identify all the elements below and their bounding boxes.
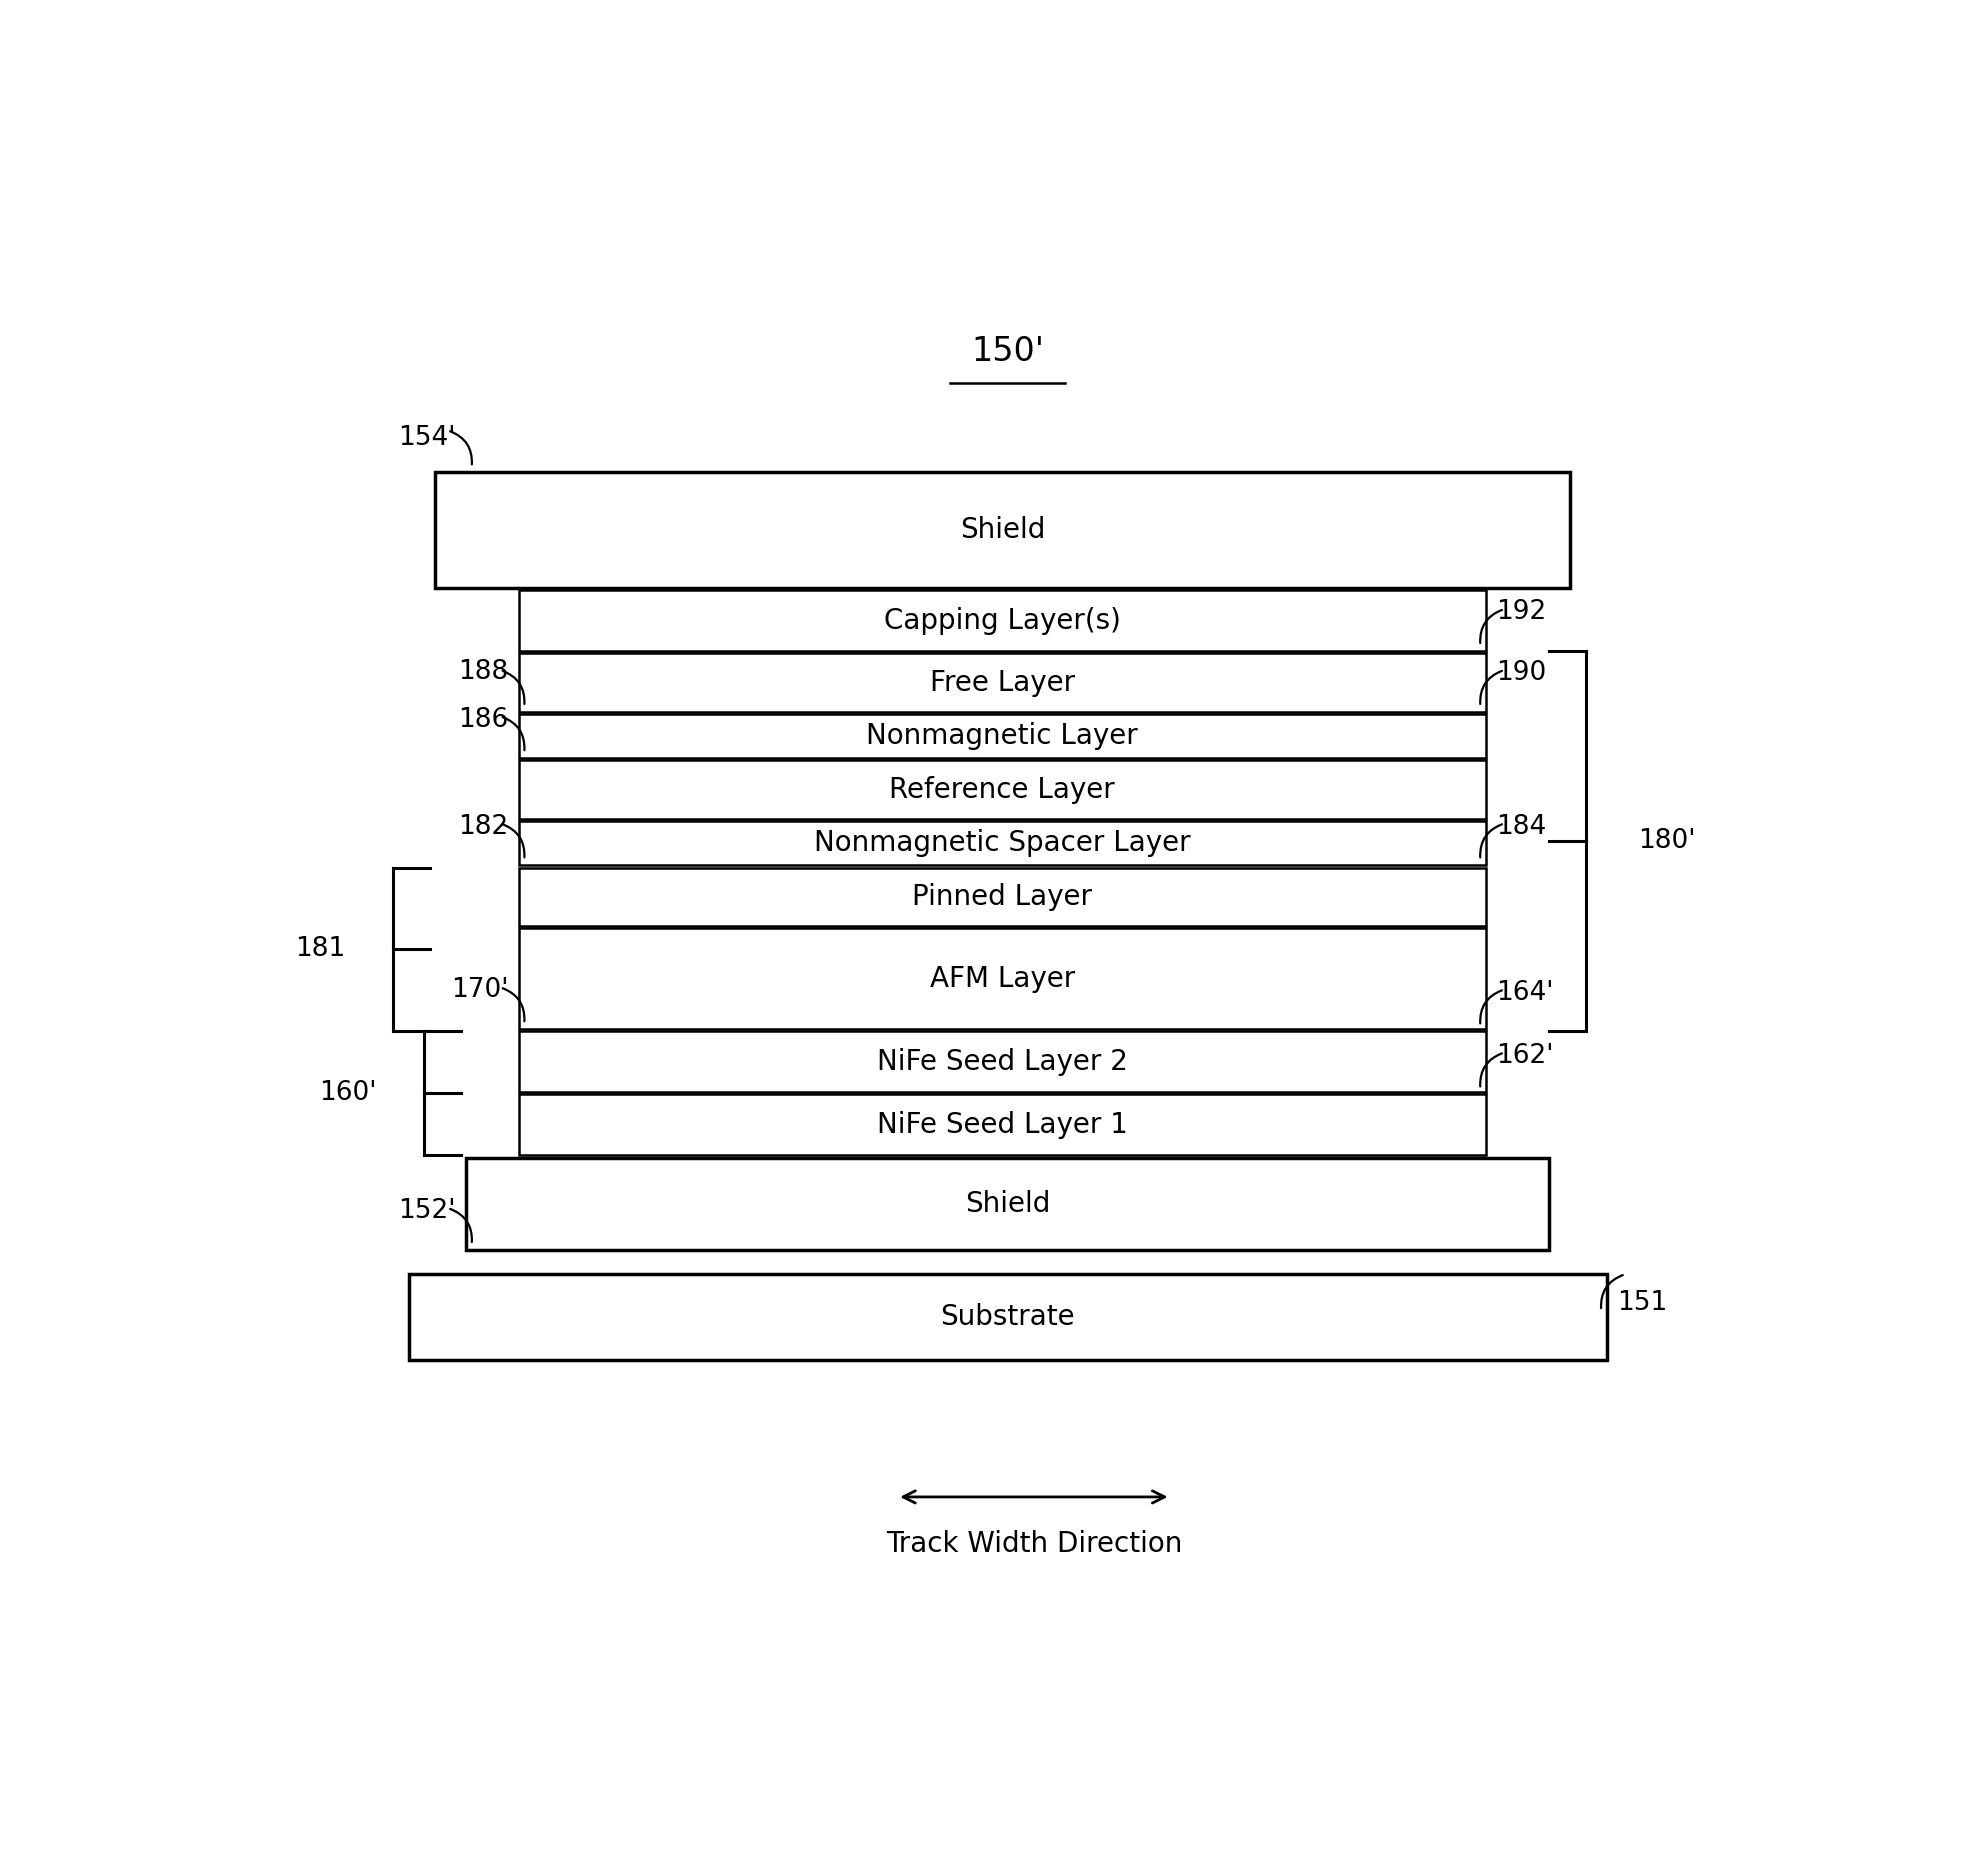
Bar bbox=[519, 822, 1486, 866]
Bar bbox=[519, 761, 1486, 820]
Bar bbox=[434, 472, 1569, 589]
Text: 190: 190 bbox=[1496, 659, 1547, 685]
Text: 192: 192 bbox=[1496, 598, 1547, 626]
Text: Free Layer: Free Layer bbox=[930, 668, 1075, 696]
Bar bbox=[466, 1157, 1549, 1249]
Text: 152': 152' bbox=[399, 1198, 456, 1224]
Bar bbox=[519, 653, 1486, 713]
Bar bbox=[409, 1273, 1606, 1360]
Text: AFM Layer: AFM Layer bbox=[930, 964, 1075, 992]
Text: Capping Layer(s): Capping Layer(s) bbox=[885, 607, 1121, 635]
Text: 188: 188 bbox=[458, 659, 509, 685]
Text: 160': 160' bbox=[320, 1081, 377, 1107]
Text: 170': 170' bbox=[450, 977, 509, 1003]
Text: NiFe Seed Layer 2: NiFe Seed Layer 2 bbox=[877, 1048, 1128, 1075]
Bar bbox=[519, 590, 1486, 652]
Text: Substrate: Substrate bbox=[940, 1303, 1075, 1331]
Text: Track Width Direction: Track Width Direction bbox=[885, 1531, 1182, 1559]
Text: 151: 151 bbox=[1616, 1290, 1667, 1316]
Bar bbox=[519, 714, 1486, 759]
Text: Nonmagnetic Layer: Nonmagnetic Layer bbox=[867, 722, 1138, 750]
Text: 184: 184 bbox=[1496, 814, 1547, 840]
Text: 182: 182 bbox=[458, 814, 509, 840]
Text: Shield: Shield bbox=[965, 1190, 1050, 1218]
Text: NiFe Seed Layer 1: NiFe Seed Layer 1 bbox=[877, 1111, 1128, 1138]
Text: Nonmagnetic Spacer Layer: Nonmagnetic Spacer Layer bbox=[814, 829, 1191, 857]
Text: 162': 162' bbox=[1496, 1044, 1553, 1070]
Text: 180': 180' bbox=[1638, 827, 1695, 853]
Bar bbox=[519, 929, 1486, 1029]
Text: 154': 154' bbox=[399, 426, 456, 452]
Bar bbox=[519, 1094, 1486, 1155]
Text: 186: 186 bbox=[458, 707, 509, 733]
Text: Pinned Layer: Pinned Layer bbox=[912, 883, 1093, 911]
Bar bbox=[519, 1031, 1486, 1092]
Text: Reference Layer: Reference Layer bbox=[889, 776, 1115, 803]
Bar bbox=[519, 868, 1486, 926]
Text: 181: 181 bbox=[295, 937, 346, 963]
Text: 150': 150' bbox=[971, 335, 1044, 368]
Text: 164': 164' bbox=[1496, 981, 1553, 1007]
Text: Shield: Shield bbox=[959, 516, 1046, 544]
